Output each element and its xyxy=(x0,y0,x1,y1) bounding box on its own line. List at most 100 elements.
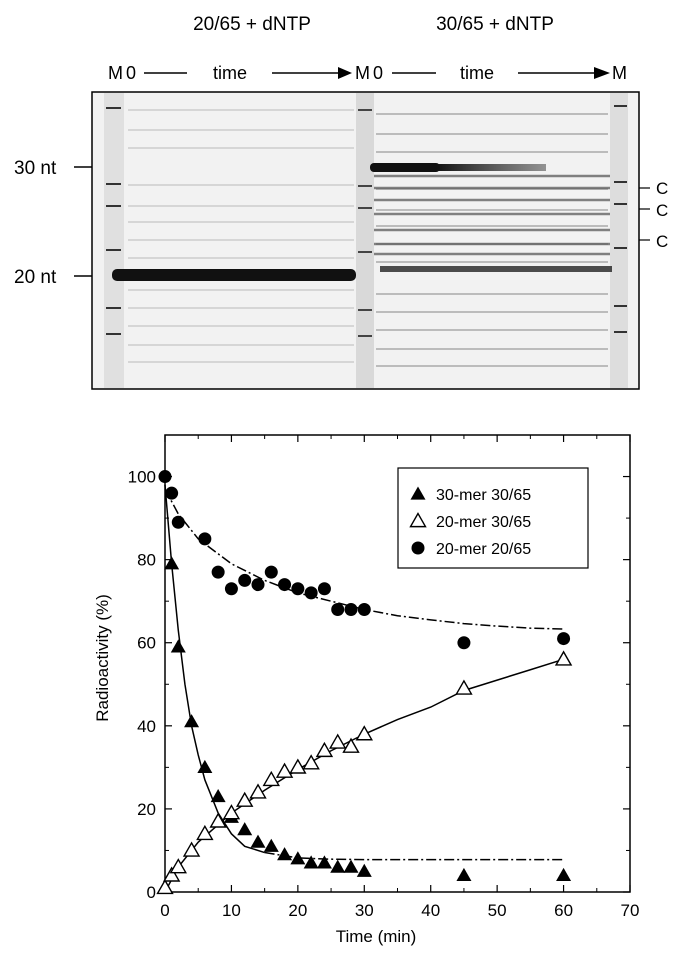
legend-marker xyxy=(409,512,427,528)
fit-curve-1 xyxy=(164,658,564,893)
data-point xyxy=(182,841,201,857)
lane-label-m-left: M xyxy=(108,63,123,83)
legend-box xyxy=(397,467,589,569)
data-point xyxy=(456,867,472,882)
gel-image xyxy=(91,91,640,390)
data-point xyxy=(302,754,320,770)
data-point xyxy=(263,838,279,852)
legend-entry: 30-mer 30/65 xyxy=(436,487,531,504)
data-point xyxy=(556,867,572,882)
data-point xyxy=(264,565,278,579)
data-point xyxy=(165,486,179,500)
x-axis-label: Time (min) xyxy=(336,927,417,946)
data-point xyxy=(196,824,214,841)
y-tick-label: 40 xyxy=(137,717,156,736)
data-point xyxy=(355,725,373,741)
data-point xyxy=(171,515,185,529)
size-marker-30nt: 30 nt xyxy=(14,158,57,179)
data-point xyxy=(211,565,225,579)
size-marker-20nt: 20 nt xyxy=(14,267,57,288)
data-point xyxy=(158,470,172,484)
gel-title-left: 20/65 + dNTP xyxy=(193,14,311,35)
y-tick-label: 20 xyxy=(137,800,156,819)
x-tick-label: 70 xyxy=(621,901,640,920)
band-30nt-right-substrate xyxy=(370,163,440,172)
data-point xyxy=(237,822,253,836)
x-tick-label: 50 xyxy=(488,901,507,920)
data-point xyxy=(290,851,306,865)
data-point xyxy=(198,532,212,546)
legend-entry: 20-mer 20/65 xyxy=(436,541,531,558)
data-point xyxy=(236,791,254,807)
data-point xyxy=(164,556,180,570)
data-point xyxy=(250,834,266,848)
data-point xyxy=(184,714,200,728)
kinetics-chart: 0 10 20 30 40 50 60 70 0 20 40 60 80 100 30-mer 30/6… xyxy=(93,434,639,946)
data-point xyxy=(356,863,372,877)
time-arrow-left-head xyxy=(338,67,352,79)
x-tick-label: 10 xyxy=(222,901,241,920)
data-point xyxy=(557,632,571,646)
data-point xyxy=(303,855,319,869)
series-marks xyxy=(156,470,573,895)
data-point xyxy=(170,639,186,653)
legend-entry: 20-mer 30/65 xyxy=(436,514,531,531)
series-1 xyxy=(156,650,573,895)
x-tick-label: 60 xyxy=(554,901,573,920)
data-point xyxy=(455,679,473,695)
y-tick-label: 60 xyxy=(137,634,156,653)
y-tick-label: 100 xyxy=(128,468,156,487)
lane-label-time-left: time xyxy=(213,63,247,83)
legend-marker xyxy=(410,486,426,500)
data-point xyxy=(317,582,331,596)
legend: 30-mer 30/65 20-mer 30/65 20-mer 20/65 xyxy=(397,467,589,569)
data-point xyxy=(262,770,280,787)
data-point xyxy=(554,650,573,666)
c-label-3: C xyxy=(656,232,668,251)
data-point xyxy=(315,741,334,758)
data-point xyxy=(251,578,265,592)
x-axis: 0 10 20 30 40 50 60 70 xyxy=(160,435,639,920)
data-point xyxy=(238,573,252,587)
series-2 xyxy=(158,470,571,650)
y-tick-label: 0 xyxy=(147,883,156,902)
data-point xyxy=(197,759,213,773)
c-label-2: C xyxy=(656,201,668,220)
x-tick-label: 40 xyxy=(421,901,440,920)
data-point xyxy=(342,737,360,753)
lane-label-m-right: M xyxy=(612,63,627,83)
x-tick-label: 30 xyxy=(355,901,374,920)
data-point xyxy=(222,804,241,820)
fit-curve-0 xyxy=(164,484,265,854)
band-20nt-right-product xyxy=(380,266,612,272)
data-point xyxy=(289,758,307,774)
data-point xyxy=(162,866,181,882)
data-point xyxy=(277,847,293,861)
data-point xyxy=(210,788,226,803)
y-axis: 0 20 40 60 80 100 xyxy=(128,468,630,902)
y-tick-label: 80 xyxy=(137,551,156,570)
data-point xyxy=(156,878,174,895)
data-point xyxy=(169,858,187,874)
lane-label-time-right: time xyxy=(460,63,494,83)
data-point xyxy=(304,586,318,600)
data-point xyxy=(330,859,346,873)
data-point xyxy=(457,636,471,650)
data-point xyxy=(275,762,294,778)
data-point xyxy=(316,855,332,869)
band-20nt-left-substrate xyxy=(112,269,356,281)
data-point xyxy=(278,578,292,592)
data-point xyxy=(331,602,345,616)
y-axis-label: Radioactivity (%) xyxy=(93,594,112,722)
lane-label-m-mid: M xyxy=(355,63,370,83)
lane-label-zero-right: 0 xyxy=(373,63,383,83)
data-point xyxy=(344,602,358,616)
data-point xyxy=(249,783,267,799)
x-tick-label: 0 xyxy=(160,901,169,920)
data-point xyxy=(357,602,371,616)
gel-title-right: 30/65 + dNTP xyxy=(436,14,554,35)
gel-panel: 20/65 + dNTP 30/65 + dNTP M 0 time M 0 t… xyxy=(14,14,668,390)
x-tick-label: 20 xyxy=(288,901,307,920)
c-label-1: C xyxy=(656,179,668,198)
data-point xyxy=(291,582,305,596)
